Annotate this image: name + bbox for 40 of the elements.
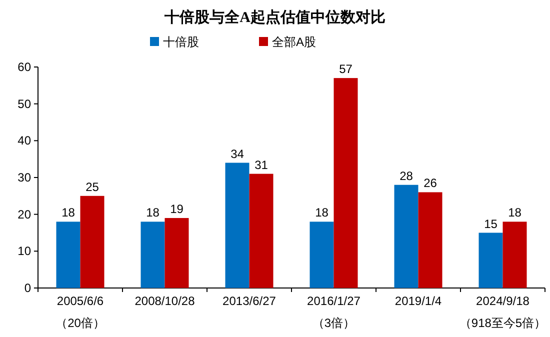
data-label: 18 bbox=[508, 206, 522, 220]
data-label: 57 bbox=[339, 62, 353, 76]
data-label: 15 bbox=[484, 216, 498, 231]
y-tick-label: 50 bbox=[18, 96, 32, 111]
x-tick-label: 2024/9/18 （918至今5倍） bbox=[459, 294, 546, 330]
data-label: 18 bbox=[146, 206, 160, 220]
y-tick-label: 10 bbox=[18, 244, 32, 258]
bar bbox=[478, 232, 503, 288]
y-tick-label: 0 bbox=[24, 281, 32, 295]
data-label: 18 bbox=[315, 206, 329, 220]
bar bbox=[56, 222, 80, 288]
data-label: 28 bbox=[400, 168, 414, 183]
y-tick-label: 40 bbox=[18, 134, 32, 148]
chart-title: 十倍股与全A起点估值中位数对比 bbox=[164, 9, 386, 26]
data-label: 18 bbox=[62, 206, 76, 220]
x-tick-label: 2008/10/28 bbox=[134, 294, 196, 308]
bar bbox=[164, 218, 189, 288]
bar bbox=[418, 192, 442, 288]
bar bbox=[310, 222, 334, 288]
bar bbox=[502, 222, 527, 288]
y-tick-label: 20 bbox=[18, 207, 32, 222]
legend-label: 十倍股 bbox=[163, 35, 199, 49]
bar bbox=[394, 184, 418, 288]
x-tick-label: 2016/1/27 （3倍） bbox=[307, 294, 361, 330]
legend-label: 全部A股 bbox=[272, 35, 316, 49]
data-label: 19 bbox=[170, 202, 184, 216]
y-tick-label: 30 bbox=[18, 170, 32, 184]
bar bbox=[225, 162, 250, 288]
bar bbox=[249, 174, 274, 288]
x-tick-label: 2013/6/27 bbox=[222, 294, 276, 308]
bar bbox=[334, 78, 358, 288]
data-label: 25 bbox=[86, 180, 100, 194]
data-label: 34 bbox=[230, 146, 244, 161]
data-label: 26 bbox=[424, 176, 438, 190]
x-tick-label: 2005/6/6 （20倍） bbox=[56, 294, 105, 330]
bar bbox=[80, 196, 104, 288]
bar bbox=[140, 222, 165, 288]
y-tick-label: 60 bbox=[18, 60, 32, 74]
data-label: 31 bbox=[254, 158, 268, 172]
x-tick-label: 2019/1/4 bbox=[394, 294, 442, 308]
